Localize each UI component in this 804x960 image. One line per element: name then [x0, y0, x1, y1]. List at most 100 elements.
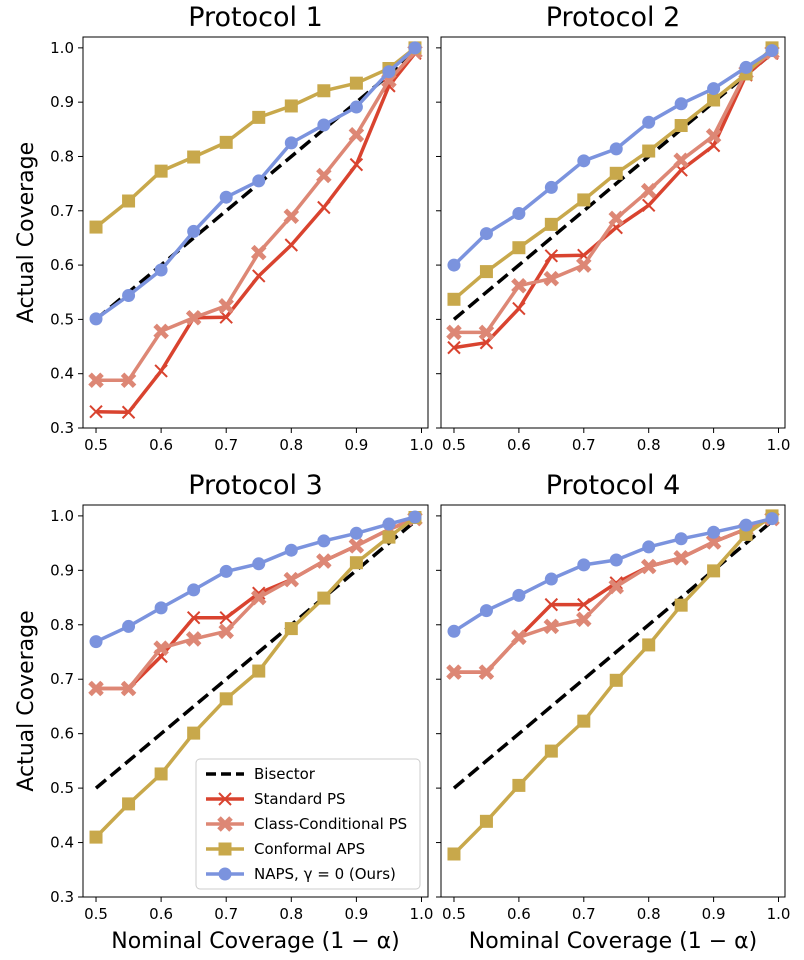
- point-classcond: [316, 553, 332, 569]
- point-aps: [707, 93, 721, 107]
- point-naps: [408, 510, 422, 524]
- panel-3: Protocol 3 0.5 0.6 0.7 0.8 0.9 1.0 0.3 0.4 0.5 0.6…: [14, 470, 433, 954]
- y-tick-label: 0.9: [50, 93, 74, 111]
- series-group: [446, 509, 780, 861]
- point-naps: [349, 100, 363, 114]
- point-classcond: [478, 664, 495, 680]
- x-tick-label: 0.7: [214, 436, 238, 454]
- point-standard: [186, 610, 201, 625]
- x-tick-label: 0.5: [84, 436, 108, 454]
- point-naps: [674, 97, 688, 111]
- point-naps: [317, 118, 331, 132]
- y-axis-label: Actual Coverage: [14, 610, 39, 791]
- series-line-naps: [452, 49, 773, 267]
- point-naps: [349, 526, 363, 540]
- point-naps: [408, 41, 422, 55]
- point-aps: [154, 164, 168, 178]
- point-classcond: [543, 270, 560, 287]
- point-naps: [765, 44, 779, 58]
- point-aps: [154, 767, 168, 781]
- point-classcond: [446, 324, 462, 341]
- legend: Bisector Standard PS Class-Conditional PS C…: [195, 758, 421, 890]
- point-naps: [89, 312, 103, 326]
- legend-label-naps: NAPS, γ = 0 (Ours): [254, 865, 396, 883]
- point-naps: [284, 136, 298, 150]
- y-tick-label: 0.5: [50, 310, 74, 328]
- point-naps: [707, 82, 721, 96]
- point-classcond: [608, 210, 625, 227]
- point-aps: [447, 847, 461, 861]
- legend-marker-classcond: [217, 816, 233, 832]
- x-tick-label: 1.0: [410, 436, 434, 454]
- point-naps: [154, 601, 168, 615]
- point-classcond: [250, 589, 267, 606]
- point-naps: [479, 227, 493, 241]
- point-classcond: [705, 128, 722, 144]
- point-aps: [642, 638, 656, 652]
- point-aps: [447, 292, 461, 306]
- x-tick-label: 0.9: [344, 905, 368, 923]
- x-tick-label: 0.5: [442, 905, 466, 923]
- y-tick-label: 0.5: [50, 779, 74, 797]
- point-classcond: [640, 558, 657, 575]
- point-classcond: [673, 152, 689, 169]
- point-naps: [89, 635, 103, 649]
- point-classcond: [608, 578, 625, 595]
- point-aps: [89, 220, 103, 234]
- point-aps: [674, 598, 688, 612]
- point-classcond: [511, 277, 527, 294]
- y-tick-label: 0.7: [50, 670, 74, 688]
- point-naps: [577, 154, 591, 168]
- point-aps: [122, 194, 136, 208]
- point-naps: [284, 543, 298, 557]
- y-axis-label: Actual Coverage: [14, 142, 39, 323]
- x-tick-label: 0.5: [84, 905, 108, 923]
- point-standard: [349, 157, 364, 172]
- point-classcond: [543, 618, 560, 635]
- plot-frame: [440, 36, 786, 429]
- point-naps: [642, 115, 656, 129]
- panel-1: Protocol 1 0.5 0.6 0.7 0.8 0.9 1.0 0.3 0.4 0.5 0.6…: [14, 2, 433, 454]
- point-standard: [121, 405, 136, 419]
- point-naps: [219, 190, 233, 204]
- point-naps: [642, 540, 656, 554]
- point-naps: [707, 525, 721, 539]
- point-aps: [577, 193, 591, 207]
- point-standard: [641, 198, 656, 213]
- point-aps: [252, 664, 266, 678]
- x-tick-label: 0.7: [572, 905, 596, 923]
- point-classcond: [348, 538, 365, 554]
- series-line-classcond: [454, 516, 773, 674]
- point-naps: [447, 624, 461, 638]
- point-aps: [219, 135, 233, 149]
- point-naps: [382, 517, 396, 531]
- point-aps: [674, 119, 688, 133]
- series-line-bisector: [94, 519, 417, 790]
- point-naps: [512, 588, 526, 602]
- point-aps: [349, 556, 363, 570]
- point-classcond: [218, 298, 234, 314]
- point-classcond: [316, 167, 332, 184]
- point-classcond: [185, 309, 202, 326]
- point-aps: [219, 692, 233, 706]
- y-tick-label: 0.6: [50, 256, 74, 274]
- point-standard: [577, 597, 591, 612]
- point-classcond: [120, 680, 137, 697]
- point-aps: [284, 622, 298, 636]
- y-tick-label: 0.3: [50, 419, 74, 437]
- point-aps: [284, 99, 298, 113]
- point-classcond: [511, 629, 527, 646]
- x-tick-label: 0.6: [507, 436, 531, 454]
- point-aps: [317, 84, 331, 98]
- point-standard: [89, 405, 103, 419]
- series-group: [88, 41, 423, 419]
- point-naps: [609, 553, 623, 567]
- x-tick-label: 0.9: [344, 436, 368, 454]
- point-standard: [317, 200, 331, 215]
- point-naps: [122, 619, 136, 633]
- point-naps: [219, 564, 233, 578]
- legend-marker-standard: [218, 792, 232, 806]
- point-aps: [609, 166, 623, 180]
- point-standard: [284, 238, 299, 252]
- point-aps: [382, 530, 396, 544]
